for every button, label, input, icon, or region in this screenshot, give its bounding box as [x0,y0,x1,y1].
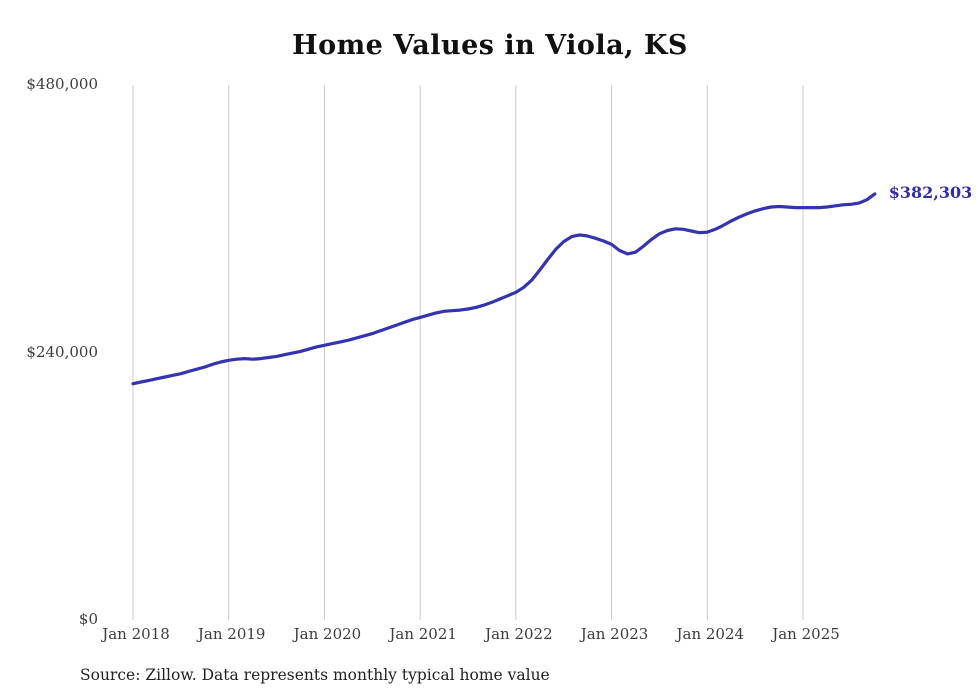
y-tick-label: $240,000 [26,342,98,361]
y-tick-label: $480,000 [26,75,98,93]
x-tick-label: Jan 2025 [772,625,840,643]
x-tick-label: Jan 2020 [293,625,362,643]
x-tick-label: Jan 2023 [580,625,649,643]
x-tick-label: Jan 2021 [389,625,457,643]
x-tick-label: Jan 2022 [485,625,553,643]
source-note: Source: Zillow. Data represents monthly … [80,666,550,684]
x-tick-label: Jan 2024 [676,625,745,643]
y-tick-label: $0 [78,610,98,628]
x-tick-label: Jan 2019 [197,625,266,643]
x-tick-label: Jan 2018 [102,625,170,643]
latest-value-label: $382,303 [888,182,973,202]
value-line [131,192,877,386]
chart-title: Home Values in Viola, KS [292,30,688,61]
